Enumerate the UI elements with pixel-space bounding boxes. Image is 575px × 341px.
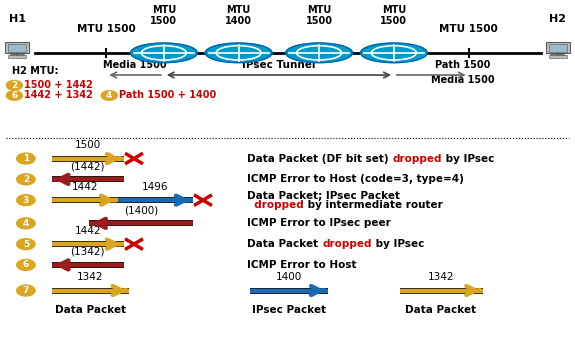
Circle shape [6, 80, 22, 90]
Text: Media 1500: Media 1500 [431, 75, 494, 85]
Text: (1342): (1342) [70, 247, 105, 257]
Text: dropped: dropped [393, 153, 442, 164]
Text: IPsec Tunnel: IPsec Tunnel [242, 60, 316, 70]
Text: (1400): (1400) [124, 205, 158, 215]
Circle shape [17, 285, 35, 296]
FancyBboxPatch shape [549, 44, 566, 51]
Text: by IPsec: by IPsec [371, 239, 424, 249]
Text: 1342: 1342 [77, 272, 104, 282]
Text: Data Packet; IPsec Packet: Data Packet; IPsec Packet [247, 191, 400, 201]
Circle shape [17, 174, 35, 185]
Text: Path 1500: Path 1500 [435, 60, 490, 70]
Circle shape [17, 218, 35, 229]
Text: Data Packet: Data Packet [405, 305, 477, 315]
Text: 1442: 1442 [74, 226, 101, 236]
Text: 1496: 1496 [142, 182, 168, 192]
Text: 4: 4 [22, 219, 29, 228]
Text: by IPsec: by IPsec [442, 153, 494, 164]
Text: 1400: 1400 [276, 272, 302, 282]
Text: MTU
1400: MTU 1400 [225, 5, 252, 26]
Text: Data Packet (DF bit set): Data Packet (DF bit set) [247, 153, 393, 164]
Text: MTU 1500: MTU 1500 [439, 24, 498, 34]
Ellipse shape [361, 43, 427, 63]
Text: 2: 2 [23, 175, 29, 184]
Text: Media 1500: Media 1500 [104, 60, 167, 70]
Circle shape [6, 91, 22, 100]
Circle shape [17, 260, 35, 270]
Text: Path 1500 + 1400: Path 1500 + 1400 [119, 90, 216, 101]
Text: 2: 2 [12, 81, 17, 90]
Text: H2 MTU:: H2 MTU: [12, 66, 58, 76]
Circle shape [101, 91, 117, 100]
FancyBboxPatch shape [9, 55, 26, 58]
Text: 6: 6 [23, 261, 29, 269]
Text: 1342: 1342 [428, 272, 455, 282]
Text: 4: 4 [106, 91, 113, 100]
Circle shape [17, 153, 35, 164]
Text: by intermediate router: by intermediate router [304, 199, 443, 210]
Text: MTU
1500: MTU 1500 [151, 5, 177, 26]
Text: MTU 1500: MTU 1500 [77, 24, 136, 34]
Text: 1442: 1442 [71, 182, 98, 192]
Text: ICMP Error to Host: ICMP Error to Host [247, 260, 356, 270]
Text: 1500: 1500 [75, 140, 101, 150]
Text: MTU
1500: MTU 1500 [381, 5, 407, 26]
Text: ICMP Error to IPsec peer: ICMP Error to IPsec peer [247, 218, 391, 228]
FancyBboxPatch shape [5, 42, 29, 53]
Text: ICMP Error to Host (code=3, type=4): ICMP Error to Host (code=3, type=4) [247, 174, 464, 184]
Text: 1442 + 1342: 1442 + 1342 [24, 90, 93, 101]
FancyBboxPatch shape [9, 44, 26, 51]
Text: 1500 + 1442: 1500 + 1442 [24, 80, 93, 90]
Text: Data Packet: Data Packet [55, 305, 126, 315]
Circle shape [17, 195, 35, 206]
Text: dropped: dropped [247, 199, 304, 210]
FancyBboxPatch shape [549, 55, 566, 58]
Text: 6: 6 [12, 91, 17, 100]
Circle shape [17, 239, 35, 250]
Text: Data Packet: Data Packet [247, 239, 322, 249]
Text: H1: H1 [9, 14, 26, 24]
Text: 7: 7 [22, 286, 29, 295]
Text: (1442): (1442) [70, 161, 105, 171]
Text: 3: 3 [23, 196, 29, 205]
Text: 1: 1 [23, 154, 29, 163]
Ellipse shape [131, 43, 197, 63]
Text: H2: H2 [549, 14, 566, 24]
Ellipse shape [286, 43, 352, 63]
Text: dropped: dropped [322, 239, 371, 249]
Text: 5: 5 [23, 240, 29, 249]
Text: IPsec Packet: IPsec Packet [252, 305, 325, 315]
FancyBboxPatch shape [546, 42, 570, 53]
Text: MTU
1500: MTU 1500 [306, 5, 332, 26]
Ellipse shape [205, 43, 272, 63]
